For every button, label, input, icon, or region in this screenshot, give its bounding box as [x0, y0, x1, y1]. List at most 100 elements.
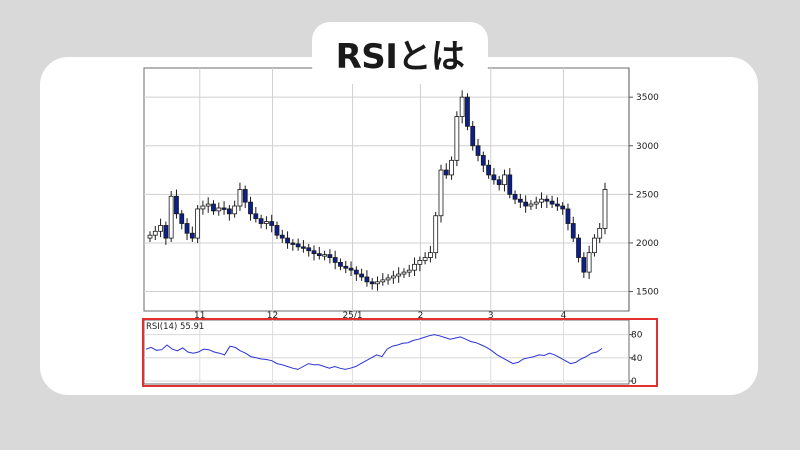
rsi-y-ticks: 80 40 0 [629, 331, 643, 387]
candle-body [554, 203, 560, 207]
candle-body [316, 253, 322, 256]
candle-body [396, 273, 402, 277]
candle-body [570, 223, 576, 239]
rsi-indicator-label: RSI(14) 55.91 [146, 322, 204, 332]
candle-body [295, 243, 301, 248]
candle-body [602, 189, 608, 229]
price-grid [144, 68, 629, 311]
candle-body [480, 155, 486, 166]
candle-body [332, 257, 338, 263]
candle-body [274, 225, 280, 236]
rsi-panel: 80 40 0 RSI(14) 55.91 [142, 318, 658, 387]
candle-body [343, 265, 349, 269]
candle-body [226, 208, 232, 215]
price-y-tick-label: 3000 [636, 142, 659, 152]
rsi-line [145, 334, 603, 370]
candle-body [195, 208, 201, 239]
candle-body [338, 261, 343, 267]
price-panel-frame: 3500 3000 2500 2000 1500 11 12 25/1 2 3 4 [143, 67, 659, 321]
candle-body [581, 257, 587, 273]
x-tick-label: 25/1 [342, 311, 362, 321]
candle-body [597, 227, 603, 239]
price-y-tick-label: 1500 [636, 288, 659, 298]
candle-body [184, 223, 190, 234]
candle-body [258, 218, 264, 224]
x-ticks: 11 12 25/1 2 3 4 [194, 311, 567, 321]
candle-body [417, 260, 423, 265]
rsi-grid [144, 320, 629, 384]
candle-body [390, 275, 396, 279]
candle-body [248, 201, 253, 215]
candle-body [512, 193, 518, 200]
page-title: RSIとは [312, 22, 488, 84]
candle-body [517, 198, 523, 203]
candle-body [502, 174, 507, 186]
price-y-tick-label: 2000 [636, 239, 659, 249]
x-tick-label: 2 [418, 311, 424, 321]
candle-body [385, 277, 391, 281]
x-tick-label: 3 [488, 311, 494, 321]
candle-body [475, 145, 481, 156]
candle-body [242, 189, 248, 203]
candle-body [163, 225, 169, 239]
candle-body [359, 273, 365, 278]
candle-body [422, 257, 428, 261]
candle-body [380, 279, 386, 283]
candle-body [459, 96, 465, 118]
candle-body [507, 174, 513, 195]
candle-body [279, 234, 285, 239]
price-panel-bg [143, 67, 630, 312]
candle-body [216, 207, 222, 212]
candle-body [443, 169, 449, 176]
candle-body [211, 203, 216, 212]
candle-body [232, 205, 238, 215]
candle-body [147, 234, 153, 239]
candle-body [592, 237, 597, 254]
candle-body [433, 215, 439, 254]
x-tick-label: 4 [561, 311, 567, 321]
candle-body [406, 269, 412, 273]
price-y-ticks: 3500 3000 2500 2000 1500 [629, 93, 659, 298]
candle-body [348, 267, 354, 271]
candle-body [369, 281, 375, 285]
candle-body [428, 252, 433, 258]
candle-body [285, 237, 290, 244]
x-tick-label: 11 [194, 311, 205, 321]
rsi-y-tick-label: 40 [631, 354, 643, 364]
candle-body [168, 195, 174, 239]
rsi-y-tick-label: 80 [631, 331, 643, 341]
candle-body [301, 246, 306, 249]
x-tick-label: 12 [267, 311, 278, 321]
candle-body [486, 164, 492, 176]
price-y-tick-label: 3500 [636, 93, 659, 103]
candle-body [263, 221, 269, 224]
candle-body [465, 96, 470, 127]
candle-body [269, 221, 275, 226]
candle-body [523, 201, 529, 207]
candle-body [454, 116, 460, 161]
candle-body [438, 169, 444, 217]
candle-body [449, 159, 454, 176]
candle-body [327, 254, 333, 258]
candle-body [401, 271, 407, 275]
candle-body [205, 203, 211, 207]
candle-body [560, 205, 566, 210]
candle-body [200, 205, 206, 210]
candle-body [322, 254, 327, 257]
candle-body [158, 225, 163, 232]
candle-body [306, 247, 312, 252]
candle-body [544, 198, 550, 202]
candle-body [152, 230, 158, 236]
candle-body [565, 208, 571, 224]
candle-body [549, 200, 555, 205]
candle-body [412, 263, 417, 271]
candle-body [576, 237, 581, 258]
candle-body [528, 203, 534, 207]
candle-body [491, 174, 497, 181]
candle-body [290, 242, 296, 245]
candle-body [353, 269, 359, 275]
candle-body [253, 213, 259, 220]
candle-body [179, 213, 185, 224]
candle-body [470, 125, 476, 147]
